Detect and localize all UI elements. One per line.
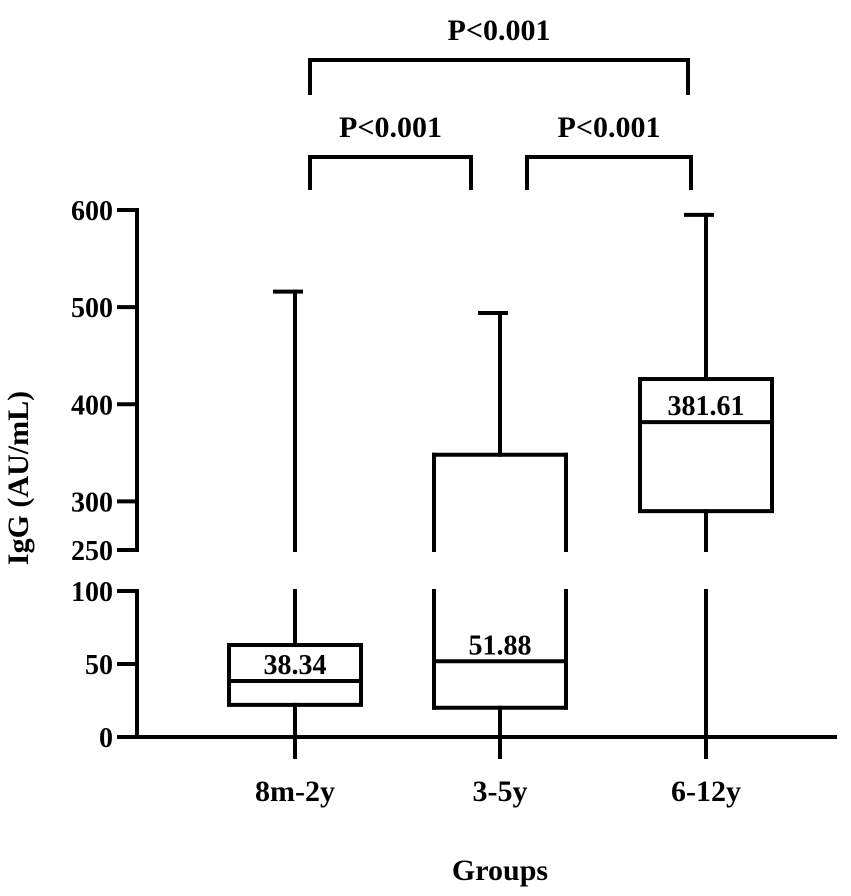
y-tick-label: 300 — [71, 487, 113, 518]
x-axis-title: Groups — [452, 854, 548, 887]
median-label: 381.61 — [668, 391, 745, 422]
y-tick-label: 400 — [71, 390, 113, 421]
x-tick-label: 6-12y — [671, 775, 741, 808]
median-label: 38.34 — [264, 650, 327, 681]
x-tick-label: 8m-2y — [255, 775, 335, 808]
box-rect — [227, 643, 363, 707]
y-tick-label: 50 — [85, 650, 113, 681]
p-value-label: P<0.001 — [448, 14, 551, 47]
p-value-label: P<0.001 — [339, 111, 442, 144]
axes: 0 50 100 250 300 400 500 600 8m-2y 3-5y 6-12y — [71, 196, 837, 808]
significance-bracket — [308, 58, 690, 95]
y-tick-label: 500 — [71, 293, 113, 324]
significance-brackets: P<0.001 P<0.001 P<0.001 — [308, 14, 693, 190]
box-rect — [638, 377, 774, 514]
y-tick-label: 600 — [71, 196, 113, 227]
median-label: 51.88 — [469, 630, 532, 661]
significance-bracket — [308, 155, 473, 190]
boxes-layer: 38.34 51.88 381.61 — [227, 212, 774, 739]
p-value-label: P<0.001 — [558, 111, 661, 144]
significance-bracket — [525, 155, 693, 190]
y-axis-title: IgG (AU/mL) — [2, 391, 35, 565]
y-tick-label: 0 — [99, 723, 113, 754]
y-tick-label: 250 — [71, 536, 113, 567]
x-tick-label: 3-5y — [473, 775, 528, 808]
y-tick-label: 100 — [71, 577, 113, 608]
